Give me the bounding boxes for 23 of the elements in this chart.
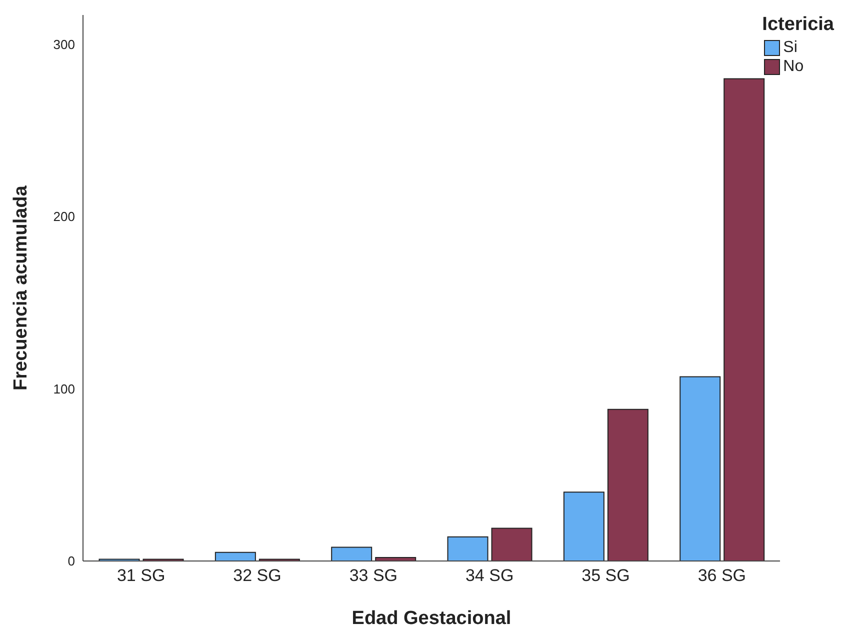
- y-tick-label: 100: [53, 381, 75, 396]
- bar: [563, 492, 604, 561]
- legend-title: Ictericia: [762, 14, 834, 36]
- y-tick-label: 300: [53, 36, 75, 52]
- bar: [491, 528, 532, 561]
- x-tick-label: 36 SG: [698, 566, 746, 586]
- x-tick-label: 31 SG: [116, 566, 166, 586]
- y-tick-label: 0: [68, 554, 75, 569]
- bar: [680, 376, 721, 561]
- x-axis-title: Edad Gestacional: [352, 608, 512, 628]
- bar: [331, 546, 372, 561]
- bar: [724, 78, 765, 561]
- x-tick-label: 32 SG: [233, 566, 282, 586]
- bar: [607, 408, 648, 561]
- bar: [447, 536, 488, 561]
- x-tick-label: 33 SG: [349, 566, 398, 586]
- x-tick-label: 35 SG: [582, 566, 630, 586]
- y-axis-title: Frecuencia acumulada: [10, 185, 32, 390]
- y-tick-label: 200: [53, 209, 75, 224]
- x-tick-label: 34 SG: [465, 566, 514, 586]
- bar: [214, 552, 256, 561]
- legend-label: Si: [782, 38, 798, 57]
- legend-label: No: [782, 57, 805, 76]
